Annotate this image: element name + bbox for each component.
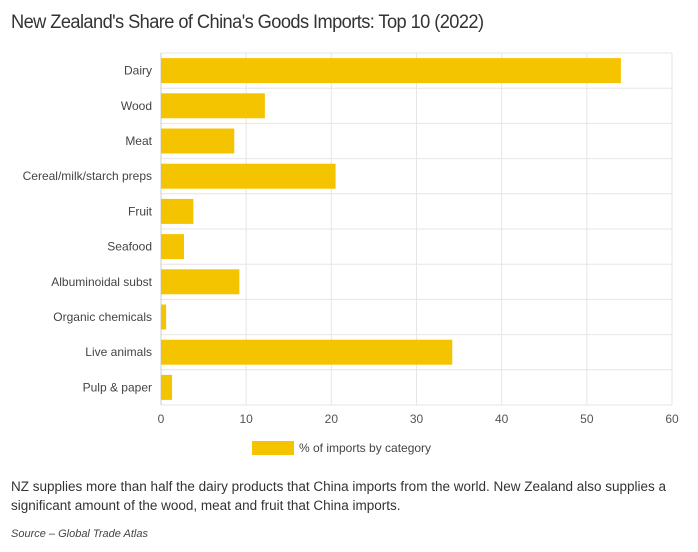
x-tick-label: 10 [239,412,253,426]
legend-swatch [252,441,294,455]
x-tick-label: 30 [410,412,424,426]
category-label: Meat [125,134,152,148]
bar [161,93,265,119]
caption-text: NZ supplies more than half the dairy pro… [11,479,667,513]
bar [161,374,173,400]
bar [161,339,453,365]
bar-chart: Dairy Wood Meat Cereal/milk/starch preps Fru… [23,52,679,455]
chart-title: New Zealand's Share of China's Goods Imp… [11,12,484,33]
x-tick-label: 50 [580,412,594,426]
category-label: Dairy [124,64,152,78]
category-label: Seafood [107,240,152,254]
legend: % of imports by category [252,441,431,455]
category-label: Wood [121,99,152,113]
bar [161,163,336,189]
category-label: Fruit [128,204,153,218]
category-label: Pulp & paper [83,380,152,394]
category-labels: Dairy Wood Meat Cereal/milk/starch preps Fru… [23,64,153,395]
category-label: Cereal/milk/starch preps [23,169,152,183]
category-label: Organic chemicals [53,310,152,324]
x-tick-label: 20 [325,412,339,426]
x-tick-label: 60 [665,412,679,426]
x-tick-labels: 0 10 20 30 40 50 60 [158,412,679,426]
category-label: Albuminoidal subst [51,275,152,289]
bar [161,234,184,260]
x-tick-label: 0 [158,412,165,426]
bar [161,128,235,154]
legend-label: % of imports by category [299,441,431,455]
bar [161,58,621,84]
bar [161,198,194,224]
source-note: Source – Global Trade Atlas [11,528,148,540]
category-label: Live animals [85,345,152,359]
x-tick-label: 40 [495,412,509,426]
bar [161,304,167,330]
bar [161,269,240,295]
bars [161,58,621,400]
